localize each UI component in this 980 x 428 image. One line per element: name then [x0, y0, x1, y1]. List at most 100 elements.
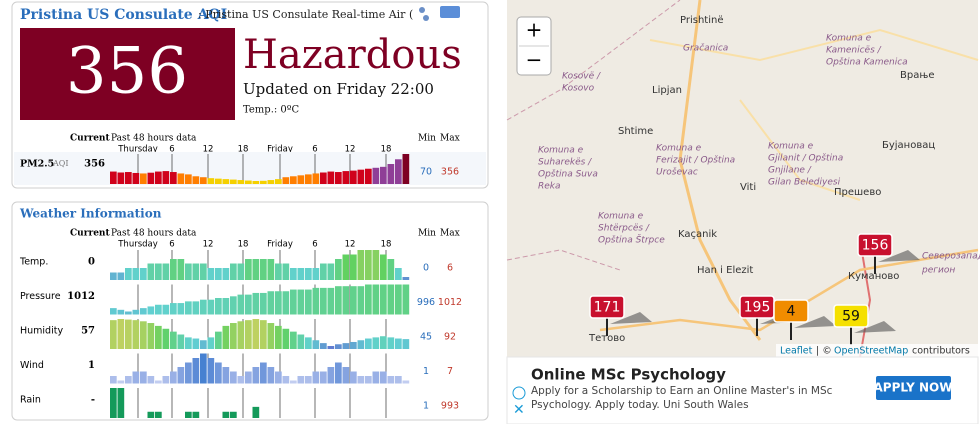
- aqi-marker[interactable]: [773, 299, 809, 323]
- zoom-out[interactable]: −: [526, 48, 543, 72]
- ad-close[interactable]: ✕: [513, 402, 525, 418]
- zoom-in[interactable]: +: [526, 18, 543, 42]
- attribution: contributors: [912, 346, 970, 357]
- aqi-marker-label[interactable]: 195: [744, 300, 771, 316]
- spark-bar: [342, 286, 350, 315]
- place-label: Gračanica: [683, 43, 728, 54]
- spark-bar: [140, 321, 147, 349]
- spark-bar: [260, 362, 267, 384]
- spark-bar: [297, 289, 305, 315]
- spark-bar: [117, 309, 125, 315]
- ad-title[interactable]: Online MSc Psychology: [531, 366, 726, 384]
- place-label: Komuna e: [826, 34, 872, 44]
- spark-bar: [267, 180, 275, 184]
- spark-bar: [327, 346, 335, 349]
- spark-bar: [177, 303, 185, 315]
- spark-bar: [372, 284, 380, 315]
- attribution[interactable]: OpenStreetMap: [834, 346, 908, 357]
- place-label: Kosovo: [562, 84, 595, 94]
- spark-bar: [372, 167, 380, 184]
- attribution[interactable]: Leaflet: [780, 346, 813, 357]
- updated: Updated on Friday 22:00: [243, 80, 434, 98]
- time-label: 12: [203, 145, 214, 155]
- spark-bar: [132, 309, 140, 315]
- col-current: Current: [70, 134, 110, 144]
- marker-shadow: [854, 321, 896, 333]
- spark-bar: [357, 340, 365, 349]
- spark-bar: [237, 321, 245, 349]
- spark-bar: [327, 367, 335, 384]
- spark-bar: [147, 323, 155, 349]
- aqi-marker-label[interactable]: 59: [842, 309, 860, 325]
- aqi-marker-label[interactable]: 171: [594, 300, 621, 316]
- spark-bar: [365, 338, 372, 349]
- aqi-marker[interactable]: [589, 295, 625, 319]
- spark-bar: [117, 272, 125, 280]
- spark-bar: [282, 291, 290, 315]
- spark-bar: [207, 337, 215, 349]
- spark-bar: [200, 177, 207, 184]
- spark-bar: [147, 411, 155, 418]
- row-current: -: [91, 395, 95, 406]
- place-label: Бујановац: [882, 139, 935, 151]
- spark-bar: [387, 337, 395, 349]
- title: Pristina US Consulate AQI: [20, 7, 227, 23]
- spark-bar: [132, 320, 140, 349]
- aqi-marker-label[interactable]: 4: [787, 304, 796, 320]
- row-current: 1: [88, 360, 95, 371]
- ad-button[interactable]: [876, 376, 951, 400]
- spark-bar: [140, 173, 147, 184]
- spark-bar: [395, 376, 402, 384]
- spark-bar: [117, 388, 125, 418]
- spark-bar: [192, 263, 200, 280]
- spark-bar: [267, 259, 275, 280]
- min-value: 1: [423, 366, 429, 377]
- temp: Temp.: 0ºC: [243, 105, 299, 116]
- spark-bar: [297, 376, 305, 384]
- spark-bar: [207, 299, 215, 315]
- ad-info-icon[interactable]: [512, 386, 526, 400]
- spark-bar: [335, 259, 342, 280]
- share-icons[interactable]: [419, 6, 460, 21]
- spark-bar: [155, 171, 162, 184]
- spark-bar: [350, 341, 357, 349]
- row-label: Pressure: [20, 291, 61, 302]
- place-label: Uroševac: [656, 167, 698, 178]
- spark-bar: [252, 259, 260, 280]
- spark-bar: [185, 174, 192, 184]
- spark-bar: [177, 173, 185, 184]
- spark-bar: [402, 284, 410, 315]
- spark-bar: [207, 178, 215, 184]
- row-label: PM2.5: [20, 159, 54, 170]
- spark-bar: [125, 268, 132, 280]
- marker-shadow: [610, 312, 652, 324]
- spark-bar: [185, 411, 192, 418]
- spark-bar: [320, 263, 327, 280]
- spark-bar: [335, 344, 342, 349]
- spark-bar: [132, 172, 140, 184]
- aqi-marker-label[interactable]: 156: [862, 238, 889, 254]
- map[interactable]: + − Prishtinë Kosovë / Kosovo Gračanica Komuna…: [506, 0, 980, 358]
- spark-bar: [335, 172, 342, 184]
- time-label: Friday: [267, 145, 293, 155]
- place-label: Gjilanit / Opština: [768, 153, 843, 164]
- spark-bar: [320, 343, 327, 349]
- spark-bar: [177, 367, 185, 384]
- spark-bar: [312, 173, 320, 184]
- spark-bar: [275, 291, 282, 315]
- spark-bar: [245, 371, 252, 384]
- spark-bar: [170, 172, 177, 184]
- spark-bar: [237, 263, 245, 280]
- spark-bar: [215, 362, 222, 384]
- spark-bar: [260, 320, 267, 349]
- ad-button-label[interactable]: APPLY NOW: [873, 381, 952, 395]
- aqi-marker[interactable]: [857, 233, 893, 257]
- spark-bar: [357, 286, 365, 315]
- spark-bar: [327, 171, 335, 184]
- spark-bar: [117, 172, 125, 184]
- spark-bar: [320, 172, 327, 184]
- aqi-marker[interactable]: [833, 304, 869, 328]
- place-label: Gnjilane /: [768, 166, 812, 176]
- spark-bar: [402, 277, 410, 280]
- spark-bar: [312, 287, 320, 315]
